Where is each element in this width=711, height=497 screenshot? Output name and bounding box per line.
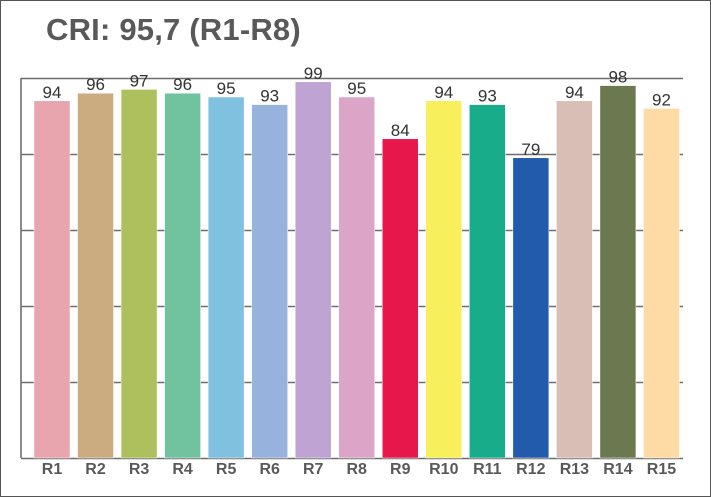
value-label-r2: 96 <box>86 75 105 94</box>
bar-r2 <box>77 92 114 459</box>
value-label-r13: 94 <box>565 83 584 102</box>
bar-r11 <box>469 104 506 459</box>
bar-r8 <box>338 96 375 459</box>
bar-r12 <box>512 157 550 459</box>
bar-r14 <box>599 85 637 459</box>
x-tick-r11: R11 <box>473 461 502 478</box>
chart-title: CRI: 95,7 (R1-R8) <box>46 12 301 47</box>
value-label-r11: 93 <box>478 87 497 106</box>
value-label-r9: 84 <box>391 121 410 140</box>
x-tick-r2: R2 <box>85 461 106 478</box>
bar-r3 <box>120 89 158 459</box>
x-tick-r13: R13 <box>560 461 589 478</box>
x-tick-r3: R3 <box>129 461 150 478</box>
x-tick-r14: R14 <box>603 461 632 478</box>
x-tick-r8: R8 <box>347 461 368 478</box>
x-tick-r4: R4 <box>172 461 193 478</box>
x-tick-r6: R6 <box>259 461 280 478</box>
value-label-r3: 97 <box>130 71 149 90</box>
value-label-r8: 95 <box>347 79 366 98</box>
x-tick-r10: R10 <box>429 461 458 478</box>
bar-r10 <box>425 100 463 459</box>
value-label-r1: 94 <box>43 83 62 102</box>
bar-r9 <box>382 138 419 459</box>
x-tick-r12: R12 <box>516 461 545 478</box>
value-label-r4: 96 <box>173 75 192 94</box>
value-label-r5: 95 <box>217 79 236 98</box>
bar-r13 <box>556 100 593 459</box>
value-label-r12: 79 <box>521 140 540 159</box>
value-label-r14: 98 <box>608 68 627 87</box>
value-label-r15: 92 <box>652 90 671 109</box>
bar-r4 <box>164 92 201 459</box>
bars <box>33 81 680 459</box>
value-label-r7: 99 <box>304 64 323 83</box>
bar-r15 <box>643 108 680 459</box>
bar-r7 <box>294 81 332 459</box>
x-tick-r5: R5 <box>216 461 237 478</box>
x-tick-r15: R15 <box>647 461 676 478</box>
bar-r1 <box>33 100 71 459</box>
x-tick-r9: R9 <box>390 461 411 478</box>
value-label-r10: 94 <box>434 83 453 102</box>
x-tick-r1: R1 <box>42 461 63 478</box>
bar-r5 <box>207 96 245 459</box>
value-label-r6: 93 <box>260 87 279 106</box>
x-tick-r7: R7 <box>303 461 324 478</box>
x-tick-labels: R1 R2 R3 R4 R5 R6 R7 R8 R9 R10 R11 R12 R13 R14 R15 <box>42 461 676 478</box>
bar-r6 <box>251 104 288 459</box>
value-labels: 94 96 97 96 95 93 99 95 84 94 93 79 94 98 92 <box>43 64 671 159</box>
